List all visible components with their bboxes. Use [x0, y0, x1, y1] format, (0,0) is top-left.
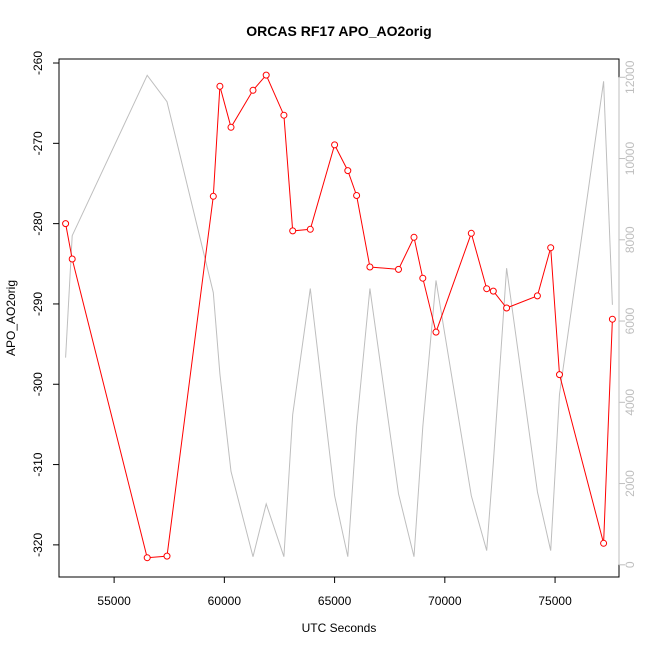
y-tick-label: -320	[31, 533, 45, 557]
series-right-axis	[65, 74, 613, 557]
y-tick-label: -260	[31, 51, 45, 75]
data-point	[533, 292, 541, 300]
data-point	[489, 287, 497, 295]
data-point	[410, 233, 418, 241]
y-tick-label: -310	[31, 452, 45, 476]
data-point	[209, 192, 217, 200]
data-point	[467, 229, 475, 237]
data-point	[262, 71, 270, 79]
right-y-axis: 0 2000 4000 6000 8000 10000 12000	[618, 60, 637, 568]
data-point	[353, 192, 361, 199]
data-point	[331, 141, 339, 149]
x-axis-label: UTC Seconds	[302, 621, 377, 635]
data-point	[503, 304, 511, 312]
x-axis: 55000 60000 65000 70000 75000	[97, 576, 572, 608]
series-line-left	[65, 74, 613, 559]
data-point	[366, 263, 374, 271]
series-left-axis	[62, 71, 616, 562]
data-point	[249, 86, 257, 94]
right-y-tick-label: 0	[623, 561, 637, 568]
y-tick-label: -300	[31, 372, 45, 396]
data-point	[600, 539, 608, 547]
x-tick-label: 60000	[208, 594, 242, 608]
data-point	[608, 315, 616, 323]
data-point	[216, 82, 224, 90]
y-axis-label: APO_AO2orig	[4, 280, 18, 356]
y-tick-label: -280	[31, 211, 45, 235]
chart-title: ORCAS RF17 APO_AO2orig	[246, 23, 431, 39]
plot-frame	[58, 58, 620, 578]
data-point	[344, 167, 352, 175]
data-point	[68, 255, 76, 263]
data-point	[306, 225, 314, 233]
data-point	[163, 552, 171, 560]
x-tick-label: 75000	[538, 594, 572, 608]
data-point	[62, 220, 70, 228]
y-axis: -320 -310 -300 -290 -280 -270 -260	[31, 51, 60, 557]
series-line-right	[65, 74, 613, 557]
right-y-tick-label: 6000	[623, 307, 637, 334]
data-point	[280, 111, 288, 119]
data-point	[419, 274, 427, 282]
y-tick-label: -270	[31, 131, 45, 155]
data-point	[143, 554, 151, 562]
data-point	[547, 244, 555, 252]
data-point	[432, 328, 440, 336]
data-point	[556, 371, 563, 379]
data-point	[227, 123, 235, 131]
right-y-tick-label: 2000	[623, 470, 637, 497]
data-point	[395, 265, 402, 273]
right-y-tick-label: 10000	[623, 142, 637, 176]
right-y-tick-label: 8000	[623, 226, 637, 253]
right-y-tick-label: 12000	[623, 60, 637, 94]
x-tick-label: 70000	[428, 594, 462, 608]
right-y-tick-label: 4000	[623, 389, 637, 416]
x-tick-label: 65000	[318, 594, 352, 608]
x-tick-label: 55000	[97, 594, 131, 608]
data-point	[483, 285, 491, 293]
data-point	[289, 227, 297, 235]
y-tick-label: -290	[31, 292, 45, 316]
